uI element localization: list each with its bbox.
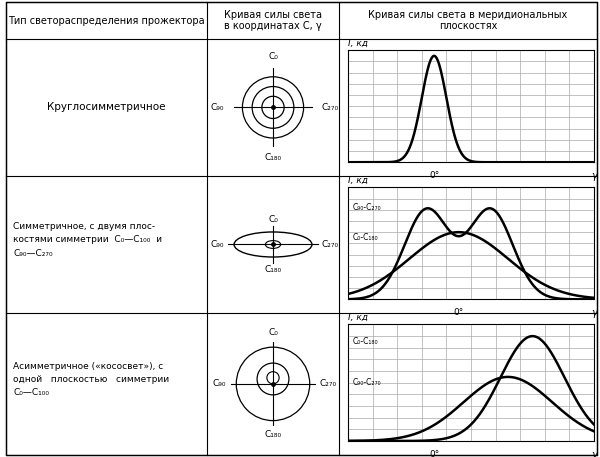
Text: C₂₇₀: C₂₇₀ [322,103,339,112]
Text: C₀: C₀ [268,329,278,337]
Text: γ: γ [591,450,597,457]
Text: C₉₀: C₉₀ [213,379,226,388]
Text: 0°: 0° [429,450,439,457]
Text: γ: γ [591,171,597,181]
Text: Асимметричное («кососвет»), с
одной   плоскостью   симметрии
C₀—C₁₀₀: Асимметричное («кососвет»), с одной плос… [13,361,169,397]
Text: C₉₀-C₂₇₀: C₉₀-C₂₇₀ [353,378,382,387]
Text: C₁₈₀: C₁₈₀ [265,153,281,162]
Text: C₀-C₁₈₀: C₀-C₁₈₀ [353,337,379,346]
Text: C₀: C₀ [268,53,278,62]
Text: Кривая силы света
в координатах C, γ: Кривая силы света в координатах C, γ [224,10,322,32]
Text: 0°: 0° [429,171,439,181]
Text: C₀: C₀ [268,215,278,223]
Text: C₉₀: C₉₀ [211,103,224,112]
Text: I, кд: I, кд [348,39,368,48]
Text: C₁₈₀: C₁₈₀ [265,430,281,439]
Text: C₉₀: C₉₀ [211,240,224,249]
Text: Симметричное, с двумя плос-
костями симметрии  C₀—C₁₀₀  и
C₉₀—C₂₇₀: Симметричное, с двумя плос- костями симм… [13,222,162,258]
Text: C₀-C₁₈₀: C₀-C₁₈₀ [353,233,379,242]
Text: C₁₈₀: C₁₈₀ [265,266,281,274]
Text: Кривая силы света в меридиональных
плоскостях: Кривая силы света в меридиональных плоск… [368,10,568,32]
Text: 0°: 0° [454,308,464,318]
Text: C₂₇₀: C₂₇₀ [322,240,339,249]
Text: γ: γ [591,308,597,319]
Text: I, кд: I, кд [348,176,368,185]
Text: C₉₀-C₂₇₀: C₉₀-C₂₇₀ [353,203,382,212]
Text: C₂₇₀: C₂₇₀ [320,379,337,388]
Text: Круглосимметричное: Круглосимметричное [47,102,166,112]
Text: Тип светораспределения прожектора: Тип светораспределения прожектора [8,16,205,26]
Text: I, кд: I, кд [348,313,368,322]
